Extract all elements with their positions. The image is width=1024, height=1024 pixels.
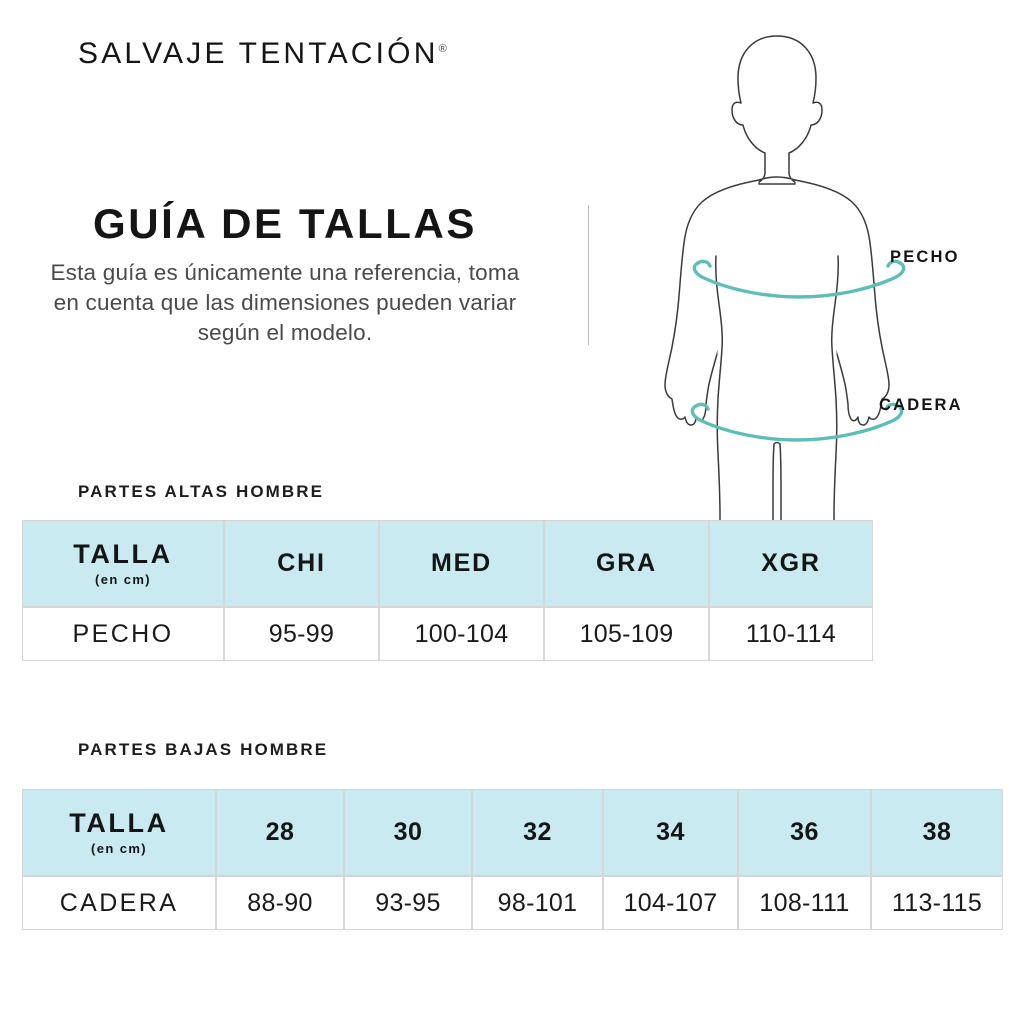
header-cell-talla: TALLA (en cm) [22,789,216,876]
header-cell-size-36: 36 [738,789,871,876]
male-body-figure [612,8,942,528]
vertical-divider [588,205,589,345]
shoulder-line [758,176,796,181]
header-cell-size-38: 38 [871,789,1003,876]
size-label: 38 [922,818,952,846]
header-cell-size-xgr: XGR [709,520,873,607]
talla-unit-label: (en cm) [90,840,148,856]
header-cell-size-30: 30 [344,789,472,876]
cell-pecho-gra: 105-109 [544,607,709,661]
head-shape [731,35,823,185]
size-label: 36 [790,818,819,846]
table-header-row: TALLA (en cm) CHI MED GRA XGR [22,520,873,607]
hip-measure-band [690,402,904,442]
left-arm-outline [664,179,760,426]
page-title: GUÍA DE TALLAS [92,200,478,247]
cell-cadera-28: 88-90 [216,876,344,930]
talla-unit-label: (en cm) [94,571,152,587]
header-cell-size-gra: GRA [544,520,709,607]
cell-pecho-xgr: 110-114 [709,607,873,661]
torso-left-edge [715,255,723,528]
cell-pecho-med: 100-104 [379,607,544,661]
cell-pecho-chi: 95-99 [224,607,379,661]
right-arm-outline [794,179,890,426]
cell-cadera-30: 93-95 [344,876,472,930]
header-cell-size-chi: CHI [224,520,379,607]
brand-logo: SALVAJE TENTACIÓN® [78,37,447,71]
talla-label: TALLA [69,808,169,839]
table-header-row: TALLA (en cm) 28 30 32 34 36 38 [22,789,1003,876]
cell-cadera-38: 113-115 [871,876,1003,930]
talla-label: TALLA [73,539,173,570]
header-cell-talla: TALLA (en cm) [22,520,224,607]
size-table-partes-bajas-hombre: TALLA (en cm) 28 30 32 34 36 38 [22,789,1003,930]
row-label-pecho: PECHO [22,607,224,661]
size-label: CHI [277,549,326,577]
crotch-line [773,441,781,445]
cell-cadera-32: 98-101 [472,876,603,930]
size-label: XGR [761,549,821,577]
figure-label-pecho: PECHO [890,248,960,266]
size-label: 28 [265,818,295,846]
registered-mark-icon: ® [438,43,447,55]
section-title-partes-altas: PARTES ALTAS HOMBRE [78,482,325,501]
figure-label-cadera: CADERA [879,396,963,414]
header-cell-size-32: 32 [472,789,603,876]
size-label: 32 [523,818,552,846]
size-label: MED [431,549,492,577]
intro-description: Esta guía es únicamente una referencia, … [50,260,520,345]
size-label: GRA [596,549,657,577]
chest-measure-band [692,259,906,299]
section-title-partes-bajas: PARTES BAJAS HOMBRE [78,740,329,759]
size-label: 34 [656,818,685,846]
cell-cadera-34: 104-107 [603,876,738,930]
brand-name: SALVAJE TENTACIÓN [78,37,439,70]
header-cell-size-28: 28 [216,789,344,876]
header-cell-size-34: 34 [603,789,738,876]
torso-right-edge [831,255,839,528]
table-row: PECHO 95-99 100-104 105-109 110-114 [22,607,873,661]
table-row: CADERA 88-90 93-95 98-101 104-107 108-11… [22,876,1003,930]
size-table-partes-altas-hombre: TALLA (en cm) CHI MED GRA XGR PECHO 95-9… [22,520,873,661]
row-label-cadera: CADERA [22,876,216,930]
inner-left-leg [772,443,775,528]
inner-right-leg [779,443,782,528]
cell-cadera-36: 108-111 [738,876,871,930]
size-label: 30 [393,818,423,846]
header-cell-size-med: MED [379,520,544,607]
